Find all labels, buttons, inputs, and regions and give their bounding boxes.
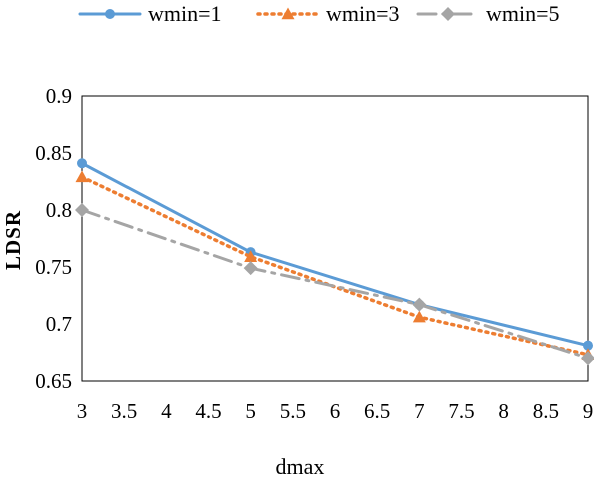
x-tick-label: 8 <box>498 399 509 423</box>
x-tick-label: 6.5 <box>364 399 390 423</box>
series-line <box>80 161 590 348</box>
x-tick-label: 5.5 <box>280 399 306 423</box>
data-point <box>244 250 258 262</box>
data-point <box>77 158 87 169</box>
series-3 <box>75 203 594 366</box>
data-point <box>581 351 594 366</box>
x-tick-label: 9 <box>583 399 594 423</box>
series-1 <box>77 158 593 351</box>
data-point <box>412 310 426 323</box>
y-tick-label: 0.65 <box>35 369 72 393</box>
legend-label: wmin=5 <box>486 1 560 26</box>
x-tick-label: 3 <box>77 399 88 423</box>
x-tick-labels: 3 3.5 4 4.5 5 5.5 6 6.5 7 7.5 8 8.5 9 <box>77 399 594 423</box>
data-point <box>412 297 427 312</box>
x-axis-label: dmax <box>276 454 325 479</box>
series-line <box>80 175 590 357</box>
legend-entry: wmin=3 <box>256 1 400 26</box>
y-tick-label: 0.85 <box>35 141 72 165</box>
data-point <box>75 170 89 183</box>
legend-marker <box>105 9 115 19</box>
x-tick-label: 5 <box>245 399 256 423</box>
data-point <box>75 203 89 217</box>
y-tick-labels: 0.9 0.85 0.8 0.75 0.7 0.65 <box>35 84 72 393</box>
series-2 <box>75 170 594 360</box>
x-tick-label: 8.5 <box>533 399 559 423</box>
y-tick-label: 0.9 <box>46 84 72 108</box>
x-tick-label: 4.5 <box>195 399 221 423</box>
legend-label: wmin=3 <box>326 1 400 26</box>
y-tick-label: 0.8 <box>46 198 72 222</box>
x-tick-label: 6 <box>330 399 341 423</box>
legend-entry: wmin=5 <box>416 1 560 26</box>
y-tick-label: 0.75 <box>35 255 72 279</box>
x-tick-label: 7.5 <box>448 399 474 423</box>
series-layer <box>75 158 594 366</box>
legend-marker <box>441 7 455 21</box>
legend-entry: wmin=1 <box>78 1 222 26</box>
y-tick-label: 0.7 <box>46 312 72 336</box>
x-tick-label: 3.5 <box>111 399 137 423</box>
data-point <box>243 261 258 276</box>
series-line <box>80 208 590 360</box>
x-tick-label: 7 <box>414 399 425 423</box>
legend: wmin=1 wmin=3 wmin=5 <box>78 1 560 26</box>
data-point <box>583 340 593 351</box>
plot-area <box>81 95 589 382</box>
y-axis-label: LDSR <box>1 210 25 270</box>
legend-marker <box>281 7 295 20</box>
x-tick-label: 4 <box>161 399 172 423</box>
plot-frame <box>81 95 589 382</box>
legend-label: wmin=1 <box>148 1 222 26</box>
